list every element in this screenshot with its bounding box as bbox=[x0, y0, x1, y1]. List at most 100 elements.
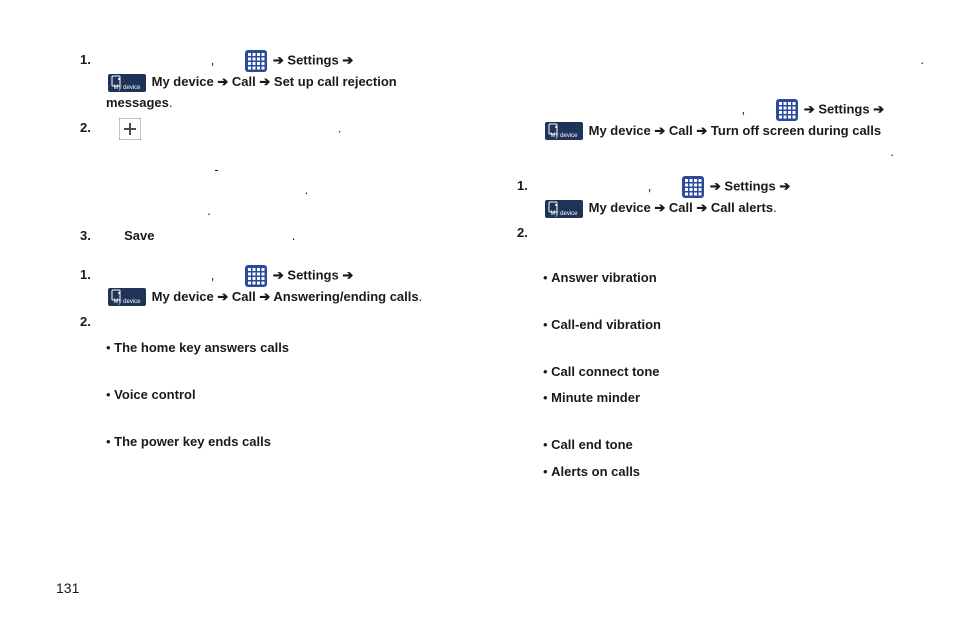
arrow-icon: ➔ bbox=[804, 101, 819, 116]
bullet: • Call connect tone bbox=[517, 362, 924, 383]
arrow-icon: ➔ bbox=[342, 52, 353, 67]
line-dash: - bbox=[106, 162, 219, 177]
bullet: • The power key ends calls bbox=[80, 432, 487, 453]
bullet: • Voice control bbox=[80, 385, 487, 406]
step-body: , ➔ Settings ➔ My device My device ➔ Cal… bbox=[106, 50, 487, 114]
right-column: . , ➔ Settings ➔ My device My device ➔ bbox=[517, 50, 924, 483]
step-number: 2. bbox=[80, 118, 106, 222]
comma: , bbox=[543, 101, 771, 116]
apps-grid-icon bbox=[776, 99, 798, 121]
alerts-label: Call alerts bbox=[711, 200, 773, 215]
bullet: • Alerts on calls bbox=[517, 462, 924, 483]
call-label: Call bbox=[232, 74, 256, 89]
page-number: 131 bbox=[56, 580, 79, 596]
my-device-icon: My device bbox=[108, 74, 146, 92]
para-r1: , ➔ Settings ➔ My device My device ➔ Cal… bbox=[517, 99, 924, 142]
arrow-icon: ➔ bbox=[654, 123, 669, 138]
svg-text:My device: My device bbox=[113, 85, 141, 91]
bullet-label: Answer vibration bbox=[551, 270, 656, 285]
arrow-icon: ➔ bbox=[779, 179, 790, 194]
arrow-icon: ➔ bbox=[710, 179, 725, 194]
period: . bbox=[773, 200, 777, 215]
call-label: Call bbox=[669, 200, 693, 215]
arrow-icon: ➔ bbox=[696, 200, 711, 215]
bullet: • Answer vibration bbox=[517, 268, 924, 289]
step-l2-2: 2. bbox=[80, 312, 487, 333]
settings-label: Settings bbox=[287, 52, 338, 67]
comma: , bbox=[106, 267, 240, 282]
step-body: Save . bbox=[106, 226, 487, 247]
settings-label: Settings bbox=[287, 267, 338, 282]
trailing: . bbox=[158, 228, 295, 243]
call-label: Call bbox=[669, 123, 693, 138]
columns: 1. , ➔ Settings ➔ My device My device ➔ … bbox=[0, 0, 954, 483]
apps-grid-icon bbox=[682, 176, 704, 198]
step-number: 1. bbox=[80, 265, 106, 308]
arrow-icon: ➔ bbox=[273, 267, 288, 282]
arrow-icon: ➔ bbox=[273, 52, 288, 67]
period: . bbox=[419, 289, 423, 304]
arrow-icon: ➔ bbox=[217, 289, 232, 304]
arrow-icon: ➔ bbox=[217, 74, 232, 89]
mydevice-label: My device bbox=[152, 74, 214, 89]
step-number: 2. bbox=[80, 312, 106, 333]
settings-label: Settings bbox=[818, 101, 869, 116]
step-r2-1: 1. , ➔ Settings ➔ My device My device ➔ … bbox=[517, 176, 924, 219]
bullet-label: Alerts on calls bbox=[551, 464, 640, 479]
period: . bbox=[169, 95, 173, 110]
bullet-label: Call-end vibration bbox=[551, 317, 661, 332]
step-number: 1. bbox=[80, 50, 106, 114]
mydevice-label: My device bbox=[589, 200, 651, 215]
arrow-icon: ➔ bbox=[873, 101, 884, 116]
step-body bbox=[543, 223, 924, 244]
trailing: . bbox=[146, 120, 341, 135]
comma: , bbox=[543, 179, 677, 194]
step-body: , ➔ Settings ➔ My device My device ➔ Cal… bbox=[106, 265, 487, 308]
answering-label: Answering/ending calls bbox=[273, 289, 418, 304]
trailing-dot: . bbox=[517, 50, 924, 71]
line-dot: . bbox=[106, 182, 308, 197]
bullet: • Call-end vibration bbox=[517, 315, 924, 336]
setup-label: Set up call rejection bbox=[274, 74, 397, 89]
call-label: Call bbox=[232, 289, 256, 304]
trailing-dot: . bbox=[517, 142, 924, 163]
left-column: 1. , ➔ Settings ➔ My device My device ➔ … bbox=[80, 50, 487, 483]
comma: , bbox=[106, 52, 240, 67]
bullet-label: Minute minder bbox=[551, 390, 640, 405]
svg-text:My device: My device bbox=[113, 299, 141, 305]
messages-label: messages bbox=[106, 95, 169, 110]
arrow-icon: ➔ bbox=[654, 200, 669, 215]
mydevice-label: My device bbox=[152, 289, 214, 304]
settings-label: Settings bbox=[724, 179, 775, 194]
bullet: • Call end tone bbox=[517, 435, 924, 456]
step-l1-3: 3. Save . bbox=[80, 226, 487, 247]
svg-text:My device: My device bbox=[550, 211, 578, 217]
svg-text:My device: My device bbox=[550, 133, 578, 139]
bullet-label: Call connect tone bbox=[551, 364, 659, 379]
step-body: . - . . bbox=[106, 118, 487, 222]
arrow-icon: ➔ bbox=[342, 267, 353, 282]
bullet: • Minute minder bbox=[517, 388, 924, 409]
mydevice-label: My device bbox=[589, 123, 651, 138]
step-body bbox=[106, 312, 487, 333]
step-number: 1. bbox=[517, 176, 543, 219]
line-dot2: . bbox=[106, 203, 211, 218]
arrow-icon: ➔ bbox=[259, 74, 274, 89]
my-device-icon: My device bbox=[108, 288, 146, 306]
step-number: 3. bbox=[80, 226, 106, 247]
page: 1. , ➔ Settings ➔ My device My device ➔ … bbox=[0, 0, 954, 636]
turnoff-label: Turn off screen during calls bbox=[711, 123, 881, 138]
arrow-icon: ➔ bbox=[259, 289, 273, 304]
arrow-icon: ➔ bbox=[696, 123, 711, 138]
step-l2-1: 1. , ➔ Settings ➔ My device My device ➔ … bbox=[80, 265, 487, 308]
bullet: • The home key answers calls bbox=[80, 338, 487, 359]
bullet-label: The home key answers calls bbox=[114, 340, 289, 355]
apps-grid-icon bbox=[245, 50, 267, 72]
step-r2-2: 2. bbox=[517, 223, 924, 244]
step-body: , ➔ Settings ➔ My device My device ➔ Cal… bbox=[543, 176, 924, 219]
my-device-icon: My device bbox=[545, 122, 583, 140]
step-l1-1: 1. , ➔ Settings ➔ My device My device ➔ … bbox=[80, 50, 487, 114]
bullet-label: Voice control bbox=[114, 387, 195, 402]
apps-grid-icon bbox=[245, 265, 267, 287]
save-label: Save bbox=[124, 228, 154, 243]
